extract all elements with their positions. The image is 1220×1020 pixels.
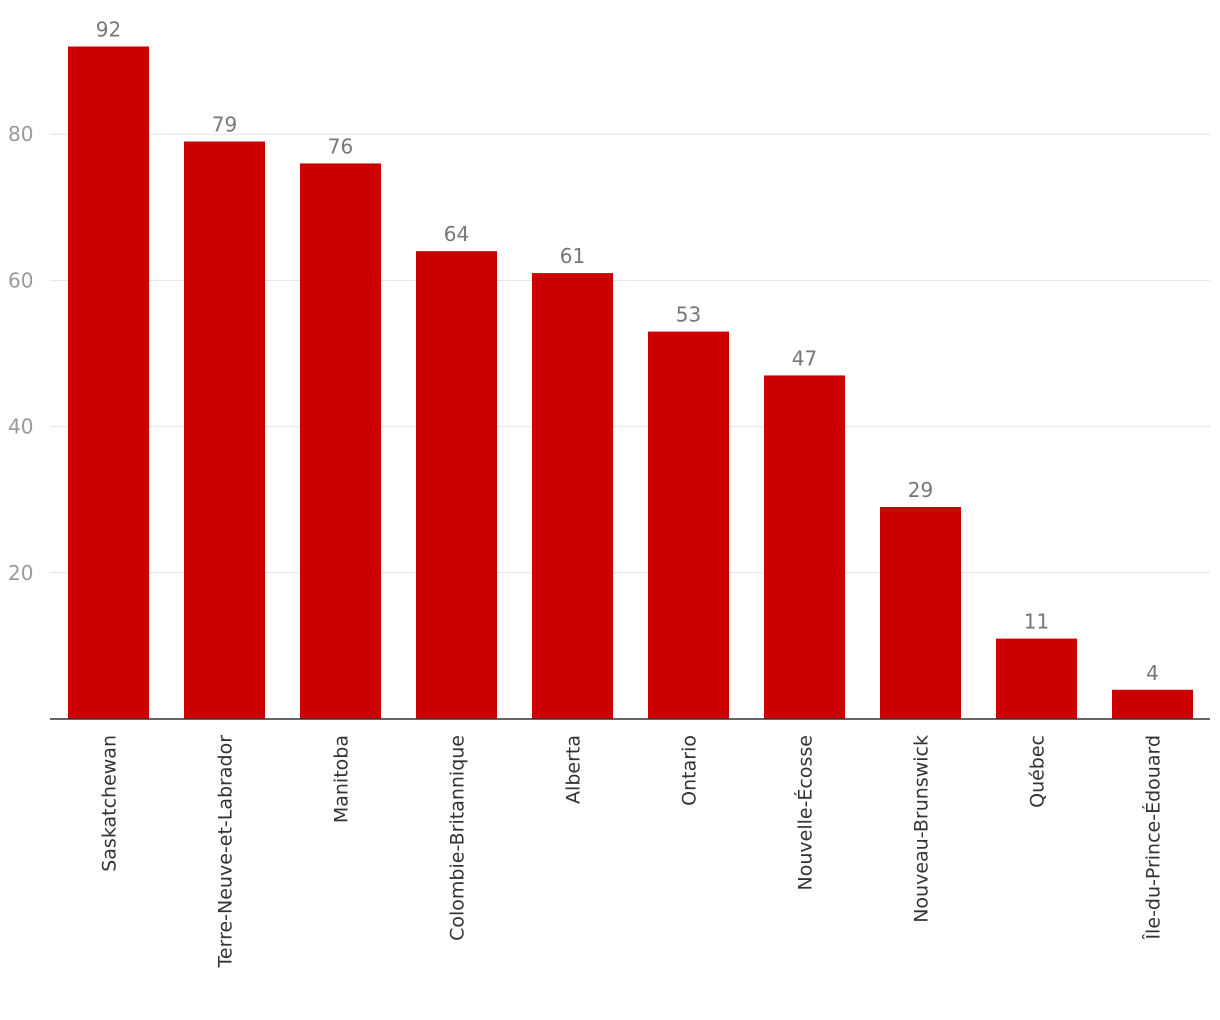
bar-4 bbox=[416, 251, 497, 719]
value-label-6: 53 bbox=[676, 303, 701, 327]
value-label-7: 47 bbox=[792, 346, 817, 370]
bar-2 bbox=[184, 141, 265, 719]
bar-3 bbox=[300, 163, 381, 719]
value-label-8: 29 bbox=[908, 478, 933, 502]
y-tick-label-80: 80 bbox=[8, 122, 33, 146]
x-tick-label-10: Île-du-Prince-Édouard bbox=[1142, 735, 1165, 941]
x-tick-label-1: Saskatchewan bbox=[99, 735, 121, 872]
x-tick-label-8: Nouveau-Brunswick bbox=[911, 735, 933, 923]
value-label-10: 4 bbox=[1146, 661, 1159, 685]
value-labels-layer: 92 79 76 64 61 53 47 29 11 4 bbox=[96, 17, 1159, 684]
value-label-5: 61 bbox=[560, 244, 585, 268]
x-tick-label-3: Manitoba bbox=[331, 735, 353, 823]
value-label-1: 92 bbox=[96, 17, 121, 41]
value-label-9: 11 bbox=[1024, 610, 1049, 634]
bar-6 bbox=[648, 331, 729, 719]
bar-1 bbox=[68, 46, 149, 720]
x-axis-labels-layer: Saskatchewan Terre-Neuve-et-Labrador Manit… bbox=[99, 735, 1165, 969]
bar-7 bbox=[764, 375, 845, 719]
grid-layer: 20 40 60 80 bbox=[8, 122, 1210, 585]
y-tick-label-40: 40 bbox=[8, 415, 33, 439]
bar-8 bbox=[880, 507, 961, 719]
bar-9 bbox=[996, 638, 1077, 719]
y-tick-label-20: 20 bbox=[8, 561, 33, 585]
y-tick-label-60: 60 bbox=[8, 268, 33, 292]
bars-layer bbox=[68, 46, 1193, 720]
x-tick-label-2: Terre-Neuve-et-Labrador bbox=[215, 735, 237, 969]
bar-10 bbox=[1112, 689, 1193, 719]
bar-5 bbox=[532, 273, 613, 719]
x-tick-label-5: Alberta bbox=[563, 735, 585, 804]
value-label-2: 79 bbox=[212, 113, 237, 137]
x-tick-label-7: Nouvelle-Écosse bbox=[794, 735, 817, 890]
x-tick-label-4: Colombie-Britannique bbox=[447, 735, 469, 941]
value-label-4: 64 bbox=[444, 222, 469, 246]
value-label-3: 76 bbox=[328, 134, 353, 158]
x-tick-label-6: Ontario bbox=[679, 735, 701, 806]
x-tick-label-9: Québec bbox=[1027, 735, 1049, 808]
